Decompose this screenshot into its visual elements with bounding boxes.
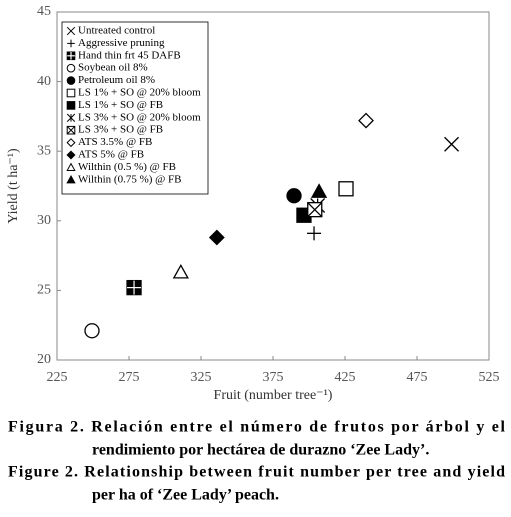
x-tick-label: 275 bbox=[119, 370, 140, 385]
point bbox=[358, 112, 374, 129]
marker-part bbox=[66, 150, 76, 160]
legend-marker bbox=[66, 63, 76, 73]
marker-part bbox=[286, 188, 302, 204]
marker-part bbox=[66, 76, 76, 85]
point bbox=[286, 188, 302, 204]
legend-label: LS 1% + SO @ 20% bloom bbox=[78, 87, 201, 99]
legend-marker bbox=[66, 174, 76, 184]
point bbox=[310, 183, 328, 198]
y-axis-label: Yield (t ha⁻¹) bbox=[6, 148, 21, 224]
y-tick-label: 45 bbox=[37, 4, 51, 19]
legend-marker bbox=[66, 26, 76, 36]
point bbox=[307, 202, 323, 218]
x-tick-label: 375 bbox=[263, 370, 284, 385]
legend-label: LS 3% + SO @ FB bbox=[78, 124, 163, 136]
point bbox=[307, 226, 322, 241]
legend-label: Wilthin (0.5 %) @ FB bbox=[78, 161, 176, 173]
marker-part bbox=[66, 26, 76, 36]
legend-marker bbox=[66, 125, 76, 135]
marker-part bbox=[66, 88, 76, 98]
x-tick-label: 225 bbox=[47, 370, 68, 385]
marker-part bbox=[66, 63, 76, 73]
legend-marker bbox=[66, 113, 76, 122]
marker-part bbox=[310, 183, 328, 198]
caption-line: Figura 2. Relación entre el número de fr… bbox=[8, 419, 506, 436]
caption-line: Figure 2. Relationship between fruit num… bbox=[8, 464, 505, 481]
legend-marker bbox=[66, 76, 76, 85]
legend-marker bbox=[66, 162, 76, 171]
x-tick-label: 525 bbox=[479, 370, 500, 385]
legend-marker bbox=[67, 39, 75, 48]
legend-label: LS 3% + SO @ 20% bloom bbox=[78, 111, 201, 123]
x-tick-label: 475 bbox=[407, 370, 428, 385]
legend-label: Petroleum oil 8% bbox=[78, 74, 155, 86]
legend-marker bbox=[66, 88, 76, 98]
x-axis-label: Fruit (number tree⁻¹) bbox=[214, 388, 333, 403]
legend-label: Wilthin (0.75 %) @ FB bbox=[78, 173, 182, 185]
point bbox=[126, 279, 142, 296]
y-tick-label: 25 bbox=[37, 283, 51, 298]
marker-part bbox=[338, 181, 354, 197]
legend-label: ATS 3.5% @ FB bbox=[78, 136, 152, 148]
point bbox=[444, 136, 460, 152]
marker-part bbox=[66, 101, 76, 110]
legend-label: Untreated control bbox=[78, 25, 155, 37]
point bbox=[172, 263, 189, 279]
marker-part bbox=[208, 229, 225, 246]
marker-part bbox=[66, 138, 76, 148]
y-tick-label: 40 bbox=[37, 74, 51, 89]
marker-part bbox=[66, 126, 76, 135]
legend-marker bbox=[66, 150, 76, 160]
legend-marker bbox=[66, 138, 76, 148]
legend-label: Soybean oil 8% bbox=[78, 62, 148, 74]
legend-box bbox=[61, 21, 209, 195]
legend-label: ATS 5% @ FB bbox=[78, 149, 144, 161]
y-tick-label: 20 bbox=[37, 352, 51, 367]
marker-part bbox=[358, 112, 374, 129]
marker-part bbox=[84, 323, 100, 339]
marker-part bbox=[307, 202, 323, 218]
legend-label: LS 1% + SO @ FB bbox=[78, 99, 163, 111]
legend-label: Hand thin frt 45 DAFB bbox=[78, 49, 181, 61]
caption-line: per ha of ‘Zee Lady’ peach. bbox=[92, 487, 279, 504]
legend-label: Aggressive pruning bbox=[78, 37, 165, 49]
y-tick-label: 30 bbox=[37, 213, 51, 228]
marker-part bbox=[444, 136, 460, 152]
point bbox=[338, 181, 354, 197]
x-tick-label: 325 bbox=[191, 370, 212, 385]
marker-part bbox=[66, 174, 76, 184]
legend-marker bbox=[66, 51, 76, 61]
point bbox=[208, 229, 225, 246]
marker-part bbox=[172, 263, 189, 279]
point bbox=[84, 323, 100, 339]
caption-line: rendimiento por hectárea de durazno ‘Zee… bbox=[92, 442, 429, 459]
x-tick-label: 425 bbox=[335, 370, 356, 385]
legend-marker bbox=[66, 101, 76, 110]
marker-part bbox=[66, 162, 76, 171]
y-tick-label: 35 bbox=[37, 143, 51, 158]
